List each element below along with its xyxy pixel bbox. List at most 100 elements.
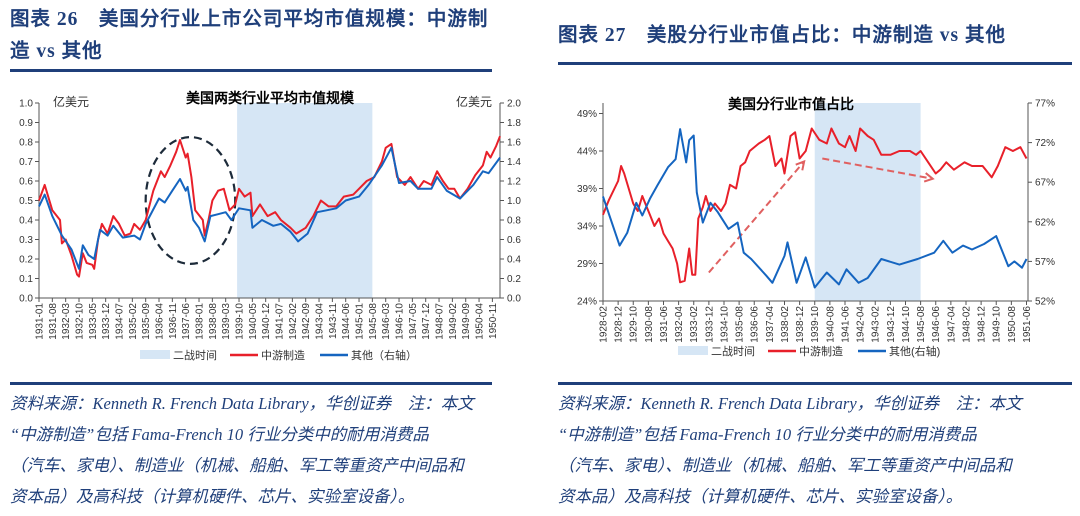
x-tick-label: 1928-12 (614, 306, 625, 343)
x-tick-label: 1943-02 (871, 306, 882, 343)
x-tick-label: 1931-01 (35, 303, 46, 340)
x-tick-label: 1949-02 (448, 303, 459, 340)
x-tick-label: 1941-06 (840, 306, 851, 343)
x-tick-label: 1939-10 (810, 306, 821, 343)
legend-label: 二战时间 (711, 345, 755, 358)
x-tick-label: 1950-04 (475, 303, 486, 340)
x-tick-label: 1946-10 (395, 303, 406, 340)
y2-tick-label: 1.0 (507, 196, 521, 207)
y-tick-label: 0.3 (19, 235, 33, 246)
x-tick-label: 1940-12 (261, 303, 272, 340)
x-tick-label: 1940-05 (248, 303, 259, 340)
x-tick-label: 1935-02 (128, 303, 139, 340)
source-line: “中游制造”包括 Fama-French 10 行业分类中的耐用消费品 (558, 425, 977, 444)
x-tick-label: 1938-01 (195, 303, 206, 340)
y-tick-label: 0.8 (19, 138, 33, 149)
y-tick-label: 29% (577, 259, 597, 270)
x-tick-label: 1937-04 (765, 306, 776, 343)
x-tick-label: 1942-02 (288, 303, 299, 340)
source-line: 资料来源：Kenneth R. French Data Library，华创证券… (558, 394, 1022, 413)
x-tick-label: 1933-12 (704, 306, 715, 343)
series-line-others (38, 146, 501, 270)
x-tick-label: 1930-08 (644, 306, 655, 343)
x-tick-label: 1932-03 (61, 303, 72, 340)
x-tick-label: 1945-08 (368, 303, 379, 340)
x-tick-label: 1935-08 (735, 306, 746, 343)
legend-label: 中游制造 (799, 344, 843, 358)
y2-tick-label: 72% (1035, 138, 1055, 149)
legend-swatch-ww2 (140, 350, 170, 359)
x-tick-label: 1949-10 (992, 306, 1003, 343)
x-tick-label: 1931-08 (48, 303, 59, 340)
x-tick-label: 1941-07 (275, 303, 286, 340)
x-tick-label: 1931-06 (659, 306, 670, 343)
y-tick-label: 0.6 (19, 177, 33, 188)
x-tick-label: 1946-03 (381, 303, 392, 340)
x-tick-label: 1945-08 (916, 306, 927, 343)
y2-tick-label: 1.2 (507, 177, 521, 188)
x-tick-label: 1934-10 (719, 306, 730, 343)
figure-26-caption: 图表 26 美国分行业上市公司平均市值规模：中游制造 vs 其他 (10, 4, 492, 72)
x-tick-label: 1944-10 (901, 306, 912, 343)
figure-27-caption: 图表 27 美股分行业市值占比：中游制造 vs 其他 (558, 20, 1072, 65)
x-tick-label: 1933-05 (88, 303, 99, 340)
x-tick-label: 1945-01 (355, 303, 366, 340)
y-tick-label: 0.0 (19, 294, 33, 305)
figure-27-source: 资料来源：Kenneth R. French Data Library，华创证券… (558, 382, 1072, 512)
y-tick-label: 44% (577, 147, 597, 158)
y-tick-label: 0.5 (19, 196, 33, 207)
y2-tick-label: 62% (1035, 217, 1055, 228)
x-tick-label: 1951-06 (1022, 306, 1033, 343)
source-line: （汽车、家电）、制造业（机械、船舶、军工等重资产中间品和 (10, 456, 464, 475)
x-tick-label: 1937-06 (181, 303, 192, 340)
x-tick-label: 1933-02 (689, 306, 700, 343)
chart-average-market-cap: 0.0 0.1 0.2 0.3 0.4 0.5 0.6 0.7 0.8 0.9 1.0 0.0 0.2 0… (19, 90, 521, 362)
x-tick-label: 1946-06 (931, 306, 942, 343)
x-tick-label: 1943-04 (315, 303, 326, 340)
y-tick-label: 34% (577, 222, 597, 233)
x-tick-label: 1947-04 (946, 306, 957, 343)
source-line: 资料来源：Kenneth R. French Data Library，华创证券… (10, 394, 474, 413)
x-tick-label: 1948-02 (961, 306, 972, 343)
x-tick-label: 1940-08 (825, 306, 836, 343)
y2-tick-label: 52% (1035, 297, 1055, 308)
x-tick-label: 1949-09 (461, 303, 472, 340)
x-tick-label: 1932-04 (674, 306, 685, 343)
x-tick-label: 1948-12 (977, 306, 988, 343)
falling-trend-arrow-head (923, 172, 935, 183)
x-tick-label: 1943-12 (886, 306, 897, 343)
x-tick-label: 1944-06 (341, 303, 352, 340)
y-tick-label: 49% (577, 109, 597, 120)
y2-tick-label: 1.8 (507, 118, 521, 129)
y2-tick-label: 77% (1035, 99, 1055, 110)
legend-label: 其他（右轴） (351, 348, 417, 362)
y2-tick-label: 0.0 (507, 294, 521, 305)
chart-market-cap-share: 24% 29% 34% 39% 44% 49% 52% 57% 62% 67% 72% 77% 1928… (577, 96, 1055, 358)
x-tick-label: 1929-10 (629, 306, 640, 343)
rising-trend-arrow (708, 160, 805, 274)
x-tick-label: 1948-07 (435, 303, 446, 340)
legend-swatch-ww2 (678, 346, 708, 355)
y2-tick-label: 0.2 (507, 274, 521, 285)
figure-26-source: 资料来源：Kenneth R. French Data Library，华创证券… (10, 382, 492, 512)
series-line-midstream-manufacturing (602, 127, 1028, 284)
y-tick-label: 0.4 (19, 216, 33, 227)
x-tick-label: 1938-02 (780, 306, 791, 343)
x-tick-label: 1928-02 (599, 306, 610, 343)
legend-label: 中游制造 (261, 348, 305, 362)
source-line: “中游制造”包括 Fama-French 10 行业分类中的耐用消费品 (10, 425, 429, 444)
x-tick-label: 1950-11 (488, 303, 499, 339)
x-tick-label: 1936-11 (168, 303, 179, 339)
x-tick-label: 1938-12 (795, 306, 806, 343)
x-tick-label: 1939-03 (221, 303, 232, 340)
y2-tick-label: 57% (1035, 257, 1055, 268)
ww2-shaded-period (237, 103, 373, 298)
chart-title: 美国分行业市值占比 (728, 96, 854, 112)
x-tick-label: 1942-09 (301, 303, 312, 340)
y2-tick-label: 67% (1035, 178, 1055, 189)
series-line-others (602, 128, 1028, 289)
y-tick-label: 0.7 (19, 157, 33, 168)
y-tick-label: 0.9 (19, 118, 33, 129)
x-tick-label: 1947-05 (408, 303, 419, 340)
x-tick-label: 1935-09 (141, 303, 152, 340)
